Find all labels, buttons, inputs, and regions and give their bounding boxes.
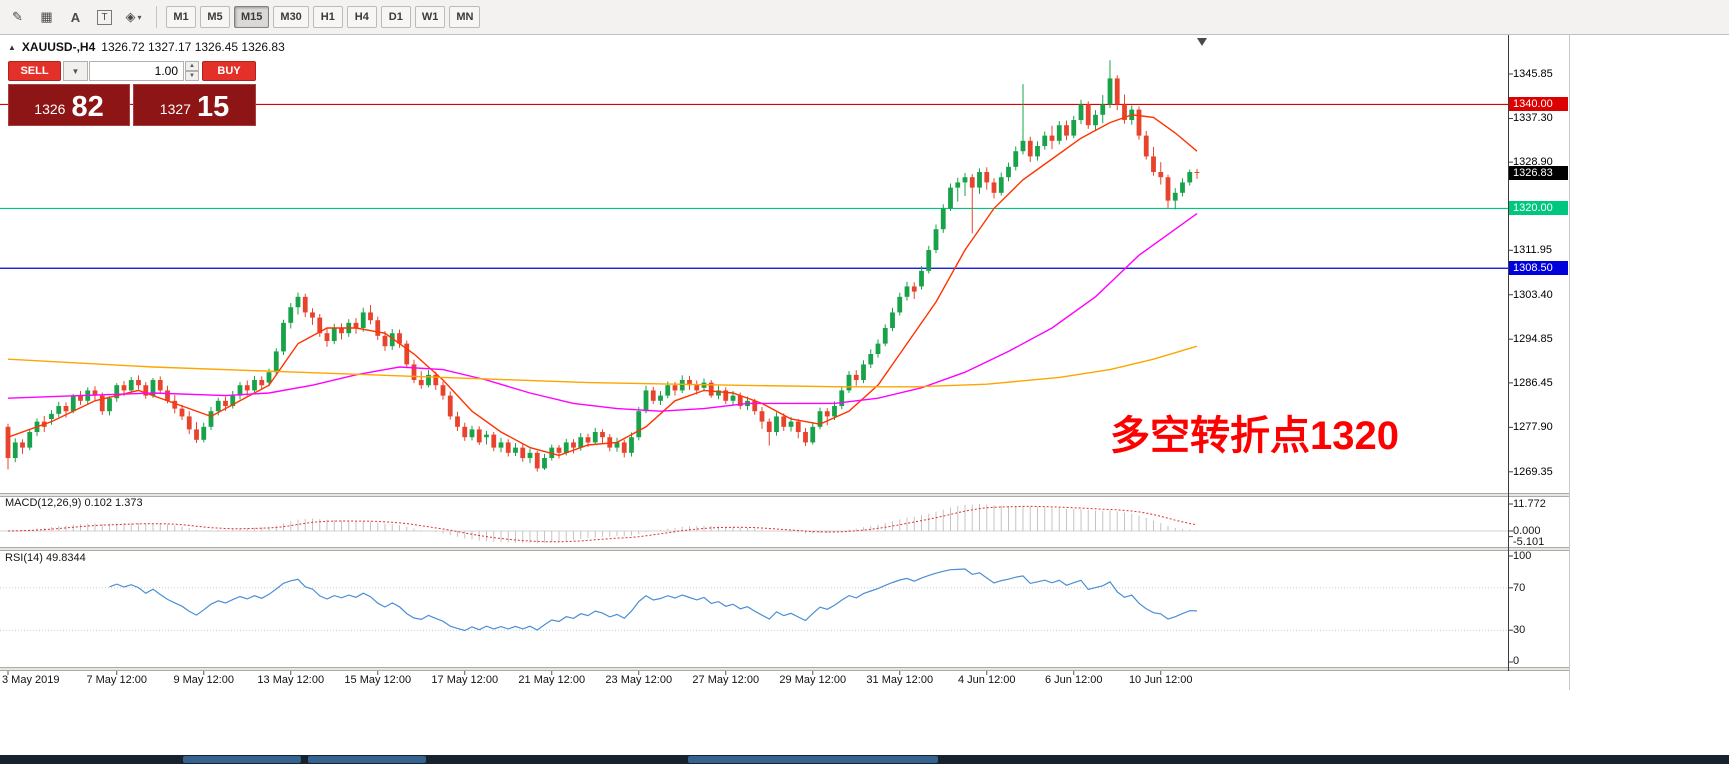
spinner-down-icon[interactable]: ▼ — [185, 71, 199, 81]
rsi-axis-label: 70 — [1513, 582, 1526, 594]
hline-price-tag-1308: 1308.50 — [1509, 261, 1568, 275]
text-t-icon[interactable]: T — [91, 5, 118, 29]
timeframe-h1[interactable]: H1 — [312, 6, 343, 28]
price-axis-label: 1345.85 — [1513, 68, 1553, 80]
timeframe-d1[interactable]: D1 — [380, 6, 411, 28]
text-a-icon[interactable]: A — [62, 5, 89, 29]
grid-icon[interactable]: ▦ — [33, 5, 60, 29]
price-chart-canvas[interactable] — [0, 35, 1570, 690]
price-axis-label: 1311.95 — [1513, 244, 1552, 256]
symbol-label: XAUUSD-,H4 — [21, 40, 96, 54]
timeframe-m30[interactable]: M30 — [273, 6, 309, 28]
panel-splitter[interactable] — [0, 547, 1570, 551]
time-axis-label: 27 May 12:00 — [692, 674, 760, 686]
ask-main: 1327 — [159, 101, 191, 117]
timeframe-m1[interactable]: M1 — [166, 6, 196, 28]
macd-axis-label: 11.772 — [1513, 498, 1546, 510]
price-axis-label: 1294.85 — [1513, 333, 1553, 345]
taskbar-item[interactable] — [183, 756, 301, 763]
time-axis-label: 4 Jun 12:00 — [958, 674, 1016, 686]
rsi-axis-label: 30 — [1513, 624, 1526, 636]
timeframe-mn[interactable]: MN — [449, 6, 481, 28]
collapse-triangle-icon[interactable]: ▲ — [8, 42, 16, 52]
chart-annotation: 多空转折点1320 — [1110, 414, 1399, 458]
toolbar-separator — [156, 6, 157, 28]
shapes-icon[interactable]: ◈ ▾ — [120, 5, 147, 29]
taskbar-item[interactable] — [688, 756, 938, 763]
sell-dropdown-caret-icon: ▼ — [71, 66, 80, 76]
price-axis-label: 1328.90 — [1513, 156, 1553, 168]
time-axis-label: 6 Jun 12:00 — [1045, 674, 1103, 686]
buy-button[interactable]: BUY — [202, 61, 256, 81]
price-axis-label: 1286.45 — [1513, 377, 1553, 389]
macd-axis-label: 0.000 — [1513, 525, 1541, 537]
price-axis-label: 1277.90 — [1513, 421, 1553, 433]
panel-splitter[interactable] — [0, 667, 1570, 671]
time-axis-label: 17 May 12:00 — [431, 674, 499, 686]
chart-shift-icon[interactable] — [1197, 38, 1207, 46]
timeframe-m15[interactable]: M15 — [234, 6, 270, 28]
time-axis-label: 7 May 12:00 — [86, 674, 148, 686]
volume-input[interactable] — [89, 61, 184, 81]
grid-glyph: ▦ — [40, 9, 53, 24]
taskbar — [0, 755, 1729, 764]
time-axis-label: 3 May 2019 — [2, 674, 60, 686]
chart-window-edge — [1569, 35, 1570, 690]
timeframe-m5[interactable]: M5 — [200, 6, 230, 28]
time-axis-label: 31 May 12:00 — [866, 674, 934, 686]
price-scale-border — [1508, 35, 1509, 671]
rsi-axis-label: 0 — [1513, 655, 1520, 667]
bid-price-tile[interactable]: 1326 82 — [8, 84, 130, 126]
ohlc-values: 1326.72 1327.17 1326.45 1326.83 — [101, 40, 285, 54]
volume-stepper[interactable]: ▲ ▼ — [185, 61, 199, 81]
time-axis-label: 9 May 12:00 — [173, 674, 235, 686]
time-axis[interactable]: 3 May 2019 7 May 12:00 9 May 12:00 13 May 1… — [0, 671, 1570, 689]
taskbar-item[interactable] — [308, 756, 426, 763]
hline-price-tag-1320: 1320.00 — [1509, 201, 1568, 215]
current-price-tag: 1326.83 — [1509, 166, 1568, 180]
text-t-glyph: T — [97, 9, 112, 25]
dropdown-caret-icon: ▾ — [137, 12, 142, 22]
sell-button[interactable]: SELL — [8, 61, 61, 81]
price-axis-label: 1303.40 — [1513, 289, 1553, 301]
time-axis-label: 15 May 12:00 — [344, 674, 412, 686]
panel-splitter[interactable] — [0, 493, 1570, 497]
rsi-axis-label: 100 — [1513, 550, 1532, 562]
spinner-up-icon[interactable]: ▲ — [185, 61, 199, 71]
time-axis-label: 23 May 12:00 — [605, 674, 673, 686]
ask-price-tile[interactable]: 1327 15 — [133, 84, 256, 126]
top-toolbar: ✎ ▦ A T ◈ ▾ M1 M5 M15 M30 H1 H4 D1 W1 MN — [0, 0, 1729, 35]
timeframe-h4[interactable]: H4 — [346, 6, 377, 28]
time-axis-label: 29 May 12:00 — [779, 674, 847, 686]
ask-pips: 15 — [196, 91, 230, 123]
time-axis-label: 13 May 12:00 — [257, 674, 325, 686]
pencil-glyph: ✎ — [12, 9, 23, 24]
pencil-icon[interactable]: ✎ — [4, 5, 31, 29]
rsi-label: RSI(14) 49.8344 — [5, 552, 86, 564]
time-axis-label: 21 May 12:00 — [518, 674, 586, 686]
hline-price-tag-1340: 1340.00 — [1509, 97, 1568, 111]
macd-axis-label: -5.101 — [1513, 536, 1545, 548]
bid-pips: 82 — [71, 91, 104, 123]
chart-title: ▲ XAUUSD-,H4 1326.72 1327.17 1326.45 132… — [8, 40, 285, 54]
timeframe-w1[interactable]: W1 — [414, 6, 446, 28]
bid-main: 1326 — [34, 101, 66, 117]
shapes-glyph: ◈ — [125, 9, 136, 24]
price-axis-label: 1337.30 — [1513, 112, 1553, 124]
time-axis-label: 10 Jun 12:00 — [1128, 674, 1193, 686]
text-a-glyph: A — [70, 9, 81, 25]
volume-dropdown-button[interactable]: ▼ — [63, 61, 88, 81]
macd-label: MACD(12,26,9) 0.102 1.373 — [5, 497, 143, 509]
price-axis-label: 1269.35 — [1513, 466, 1553, 478]
